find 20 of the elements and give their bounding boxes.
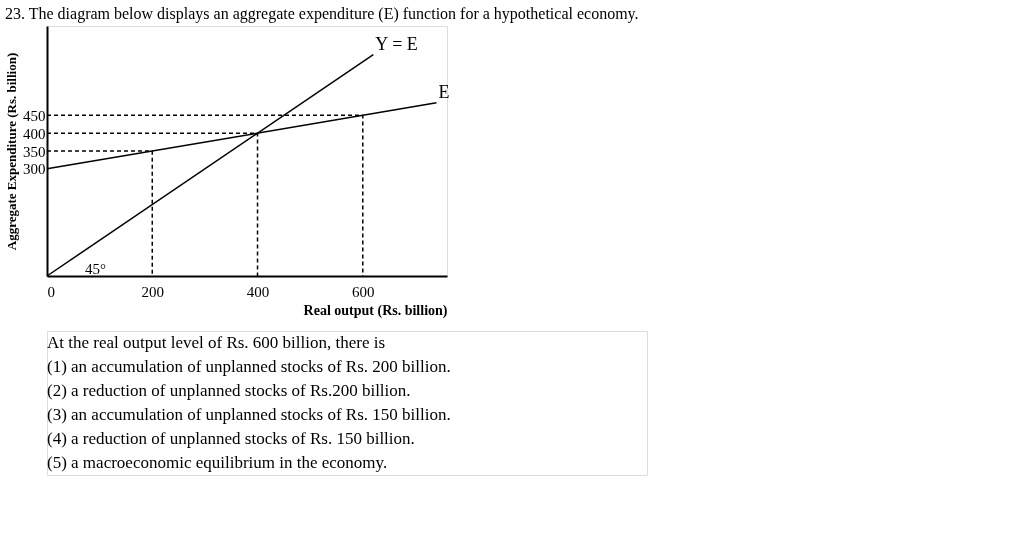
text: (2) a reduction of unplanned stocks of Rs.200 billion.	[47, 381, 411, 400]
y-tick-label: 350	[23, 143, 46, 160]
y-tick-label: 400	[23, 125, 46, 142]
series-label: Y = E	[375, 33, 418, 54]
x-tick-label: 600	[352, 283, 375, 300]
x-tick-label: 0	[47, 283, 55, 300]
chart-title: 23. The diagram below displays an aggregate expenditure (E) function for a hypothetical economy.	[5, 4, 639, 23]
x-tick-label: 400	[246, 283, 270, 300]
y-axis-title: Aggregate Expenditure (Rs. billion)	[4, 52, 19, 251]
text: At the real output level of Rs. 600 billion, there is	[47, 333, 386, 352]
text: (4) a reduction of unplanned stocks of Rs. 150 billion.	[47, 429, 415, 448]
series-label: E	[438, 81, 450, 102]
x-tick-label: 200	[141, 283, 165, 300]
annotation: 45°	[85, 261, 106, 277]
text: (5) a macroeconomic equilibrium in the economy.	[47, 453, 388, 472]
y-tick-label: 300	[23, 161, 46, 178]
y-tick-label: 450	[23, 107, 46, 124]
text: (3) an accumulation of unplanned stocks of Rs. 150 billion.	[47, 405, 451, 424]
text: (1) an accumulation of unplanned stocks of Rs. 200 billion.	[47, 357, 451, 376]
x-axis-title: Real output (Rs. billion)	[303, 302, 448, 319]
